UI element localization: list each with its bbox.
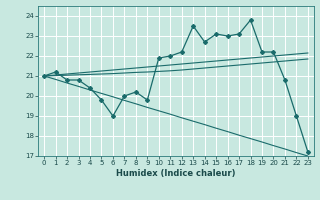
X-axis label: Humidex (Indice chaleur): Humidex (Indice chaleur) [116,169,236,178]
